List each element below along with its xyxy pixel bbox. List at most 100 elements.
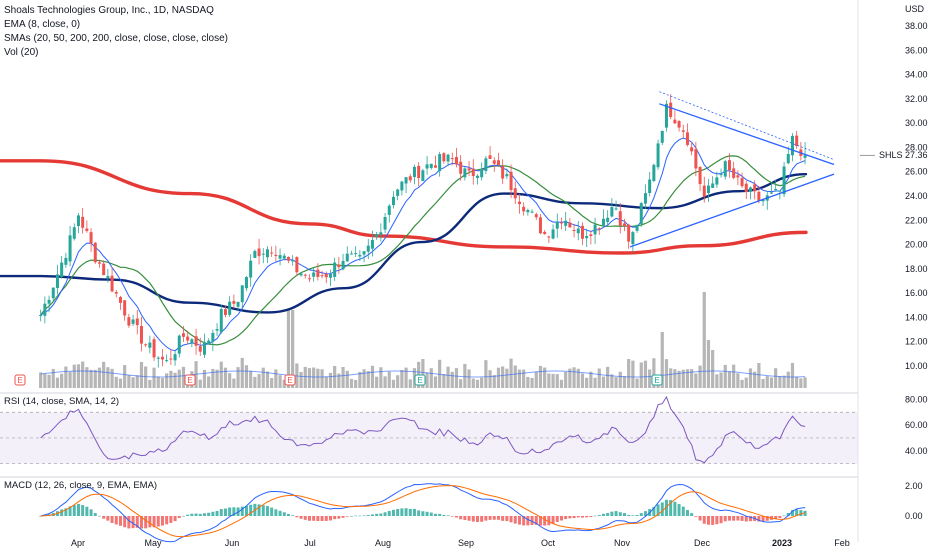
macd-histogram-bar bbox=[706, 516, 710, 525]
macd-histogram-bar bbox=[186, 514, 190, 516]
x-axis-label: Feb bbox=[834, 538, 850, 548]
volume-bar bbox=[585, 377, 589, 388]
candle-body bbox=[761, 199, 765, 202]
volume-bar bbox=[715, 374, 719, 388]
macd-histogram-bar bbox=[454, 516, 458, 518]
macd-histogram-bar bbox=[97, 515, 101, 517]
macd-histogram-bar bbox=[664, 499, 668, 516]
volume-bar bbox=[391, 379, 396, 388]
earnings-marker bbox=[414, 374, 426, 386]
macd-histogram-bar bbox=[522, 516, 526, 526]
macd-histogram-bar bbox=[337, 516, 341, 519]
macd-histogram-bar bbox=[135, 516, 139, 528]
volume-bar bbox=[568, 368, 572, 388]
macd-histogram-bar bbox=[601, 513, 605, 516]
macd-histogram-bar bbox=[446, 515, 450, 516]
candle-body bbox=[349, 253, 353, 255]
trendline-dotted bbox=[659, 91, 835, 160]
volume-bar bbox=[123, 365, 127, 388]
volume-bar bbox=[740, 379, 744, 388]
volume-bar bbox=[228, 373, 232, 388]
volume-bar bbox=[278, 375, 282, 388]
candle-body bbox=[744, 183, 748, 193]
macd-histogram-bar bbox=[774, 516, 778, 519]
chart-title: Shoals Technologies Group, Inc., 1D, NAS… bbox=[4, 5, 214, 16]
volume-bar bbox=[89, 369, 93, 388]
volume-bar bbox=[64, 366, 68, 388]
volume-bar bbox=[312, 367, 316, 388]
candle-body bbox=[160, 356, 164, 360]
price-tick-label: 20.00 bbox=[905, 240, 928, 250]
macd-histogram-bar bbox=[513, 516, 517, 524]
candle-body bbox=[387, 205, 391, 215]
macd-histogram-bar bbox=[463, 516, 467, 521]
volume-bar bbox=[345, 370, 349, 388]
rsi-tick-label: 60.00 bbox=[905, 420, 928, 430]
volume-bar bbox=[526, 376, 530, 388]
volume-bar bbox=[400, 369, 404, 388]
volume-bar bbox=[97, 367, 102, 388]
x-axis-label: Oct bbox=[541, 538, 556, 548]
earnings-marker bbox=[651, 374, 663, 386]
candle-body bbox=[152, 339, 156, 358]
volume-bar bbox=[509, 358, 513, 388]
volume-bar bbox=[181, 366, 186, 388]
candle-body bbox=[719, 174, 723, 176]
candle-body bbox=[572, 230, 576, 232]
candle-body bbox=[379, 232, 383, 235]
volume-bar bbox=[253, 376, 257, 388]
x-axis-label: Aug bbox=[375, 538, 391, 548]
candle-body bbox=[135, 318, 139, 326]
macd-histogram-bar bbox=[354, 515, 358, 517]
candle-body bbox=[366, 245, 370, 252]
macd-tick-label: 2.00 bbox=[905, 481, 923, 491]
macd-histogram-bar bbox=[585, 516, 589, 518]
volume-bar bbox=[106, 367, 110, 388]
trendline-upper bbox=[659, 103, 835, 166]
candle-body bbox=[358, 254, 362, 257]
volume-bar bbox=[425, 372, 429, 388]
candle-body bbox=[169, 358, 173, 360]
volume-bar bbox=[324, 376, 328, 388]
candle-body bbox=[47, 299, 51, 304]
candle-body bbox=[459, 161, 463, 174]
macd-histogram-bar bbox=[597, 515, 601, 516]
macd-histogram-bar bbox=[257, 504, 261, 516]
macd-histogram-bar bbox=[501, 516, 505, 521]
macd-histogram-bar bbox=[677, 504, 681, 516]
candle-body bbox=[232, 301, 236, 304]
price-tick-label: 26.00 bbox=[905, 167, 928, 177]
candle-body bbox=[144, 344, 148, 346]
macd-histogram-bar bbox=[421, 511, 425, 516]
axes: USD 10.00 12.00 14.00 16.00 18.00 20.00 22.00 24… bbox=[71, 0, 928, 548]
candle-body bbox=[72, 227, 76, 239]
volume-bar bbox=[757, 363, 761, 388]
volume-bar bbox=[51, 368, 55, 388]
macd-histogram-bar bbox=[765, 516, 769, 521]
candle-body bbox=[106, 276, 110, 279]
candle-body bbox=[492, 160, 496, 164]
candle-body bbox=[547, 236, 551, 238]
macd-histogram-bar bbox=[614, 511, 618, 516]
macd-histogram-bar bbox=[496, 516, 500, 520]
volume-bar bbox=[55, 377, 60, 388]
macd-histogram-bar bbox=[76, 503, 80, 516]
macd-histogram-bar bbox=[656, 504, 660, 516]
macd-histogram-bar bbox=[328, 516, 332, 521]
volume-bar bbox=[282, 379, 286, 388]
macd-histogram-bar bbox=[576, 516, 580, 518]
candle-body bbox=[114, 292, 118, 294]
macd-histogram-bar bbox=[278, 510, 282, 516]
candle-body bbox=[110, 275, 114, 292]
candle-body bbox=[324, 273, 328, 278]
candle-body bbox=[412, 166, 416, 178]
candle-body bbox=[97, 262, 101, 264]
candle-body bbox=[81, 216, 85, 228]
volume-bar bbox=[597, 368, 601, 388]
macd-histogram-bar bbox=[85, 506, 89, 516]
price-tick-label: 34.00 bbox=[905, 70, 928, 80]
candle-body bbox=[652, 164, 656, 182]
macd-histogram-bar bbox=[517, 516, 521, 525]
volume-bar bbox=[606, 366, 610, 388]
